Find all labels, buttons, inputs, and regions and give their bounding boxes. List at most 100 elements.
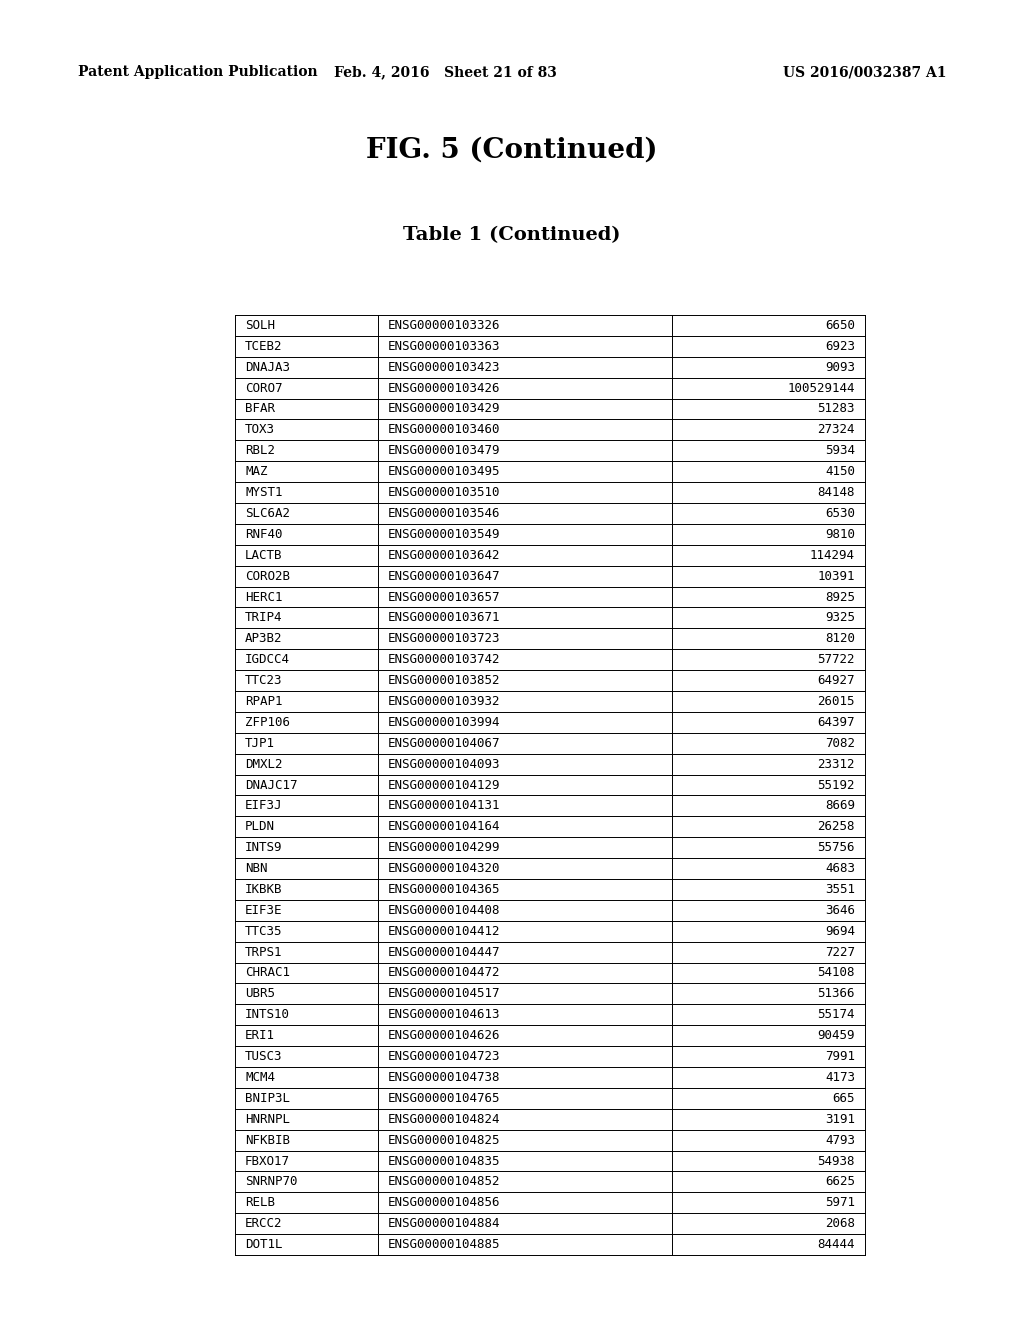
Text: RBL2: RBL2 [245, 445, 275, 457]
Text: TOX3: TOX3 [245, 424, 275, 437]
Text: DMXL2: DMXL2 [245, 758, 283, 771]
Text: ENSG00000104835: ENSG00000104835 [388, 1155, 501, 1167]
Text: ENSG00000104320: ENSG00000104320 [388, 862, 501, 875]
Text: ENSG00000104412: ENSG00000104412 [388, 925, 501, 937]
Text: ENSG00000103423: ENSG00000103423 [388, 360, 501, 374]
Text: 64397: 64397 [817, 715, 855, 729]
Text: ENSG00000104765: ENSG00000104765 [388, 1092, 501, 1105]
Text: 9694: 9694 [825, 925, 855, 937]
Text: ENSG00000104626: ENSG00000104626 [388, 1030, 501, 1043]
Text: 54938: 54938 [817, 1155, 855, 1167]
Text: ENSG00000104093: ENSG00000104093 [388, 758, 501, 771]
Text: 26015: 26015 [817, 694, 855, 708]
Text: ENSG00000104164: ENSG00000104164 [388, 820, 501, 833]
Text: 4683: 4683 [825, 862, 855, 875]
Text: SLC6A2: SLC6A2 [245, 507, 290, 520]
Text: Patent Application Publication: Patent Application Publication [78, 65, 317, 79]
Text: ENSG00000104447: ENSG00000104447 [388, 945, 501, 958]
Text: 3646: 3646 [825, 904, 855, 917]
Text: IGDCC4: IGDCC4 [245, 653, 290, 667]
Text: 9810: 9810 [825, 528, 855, 541]
Text: ENSG00000103495: ENSG00000103495 [388, 465, 501, 478]
Text: DNAJC17: DNAJC17 [245, 779, 298, 792]
Text: ENSG00000103510: ENSG00000103510 [388, 486, 501, 499]
Text: SNRNP70: SNRNP70 [245, 1175, 298, 1188]
Text: 4150: 4150 [825, 465, 855, 478]
Text: NBN: NBN [245, 862, 267, 875]
Text: ENSG00000104825: ENSG00000104825 [388, 1134, 501, 1147]
Text: 5934: 5934 [825, 445, 855, 457]
Text: 9325: 9325 [825, 611, 855, 624]
Text: 7227: 7227 [825, 945, 855, 958]
Text: ENSG00000103479: ENSG00000103479 [388, 445, 501, 457]
Text: FIG. 5 (Continued): FIG. 5 (Continued) [367, 136, 657, 164]
Text: 3191: 3191 [825, 1113, 855, 1126]
Text: TTC35: TTC35 [245, 925, 283, 937]
Text: ENSG00000104067: ENSG00000104067 [388, 737, 501, 750]
Text: 8669: 8669 [825, 800, 855, 812]
Text: 6923: 6923 [825, 339, 855, 352]
Text: IKBKB: IKBKB [245, 883, 283, 896]
Text: 57722: 57722 [817, 653, 855, 667]
Text: TRPS1: TRPS1 [245, 945, 283, 958]
Text: ENSG00000104129: ENSG00000104129 [388, 779, 501, 792]
Text: 10391: 10391 [817, 570, 855, 582]
Text: 100529144: 100529144 [787, 381, 855, 395]
Text: TUSC3: TUSC3 [245, 1049, 283, 1063]
Text: 2068: 2068 [825, 1217, 855, 1230]
Text: PLDN: PLDN [245, 820, 275, 833]
Text: ENSG00000104852: ENSG00000104852 [388, 1175, 501, 1188]
Text: US 2016/0032387 A1: US 2016/0032387 A1 [782, 65, 946, 79]
Text: ENSG00000104723: ENSG00000104723 [388, 1049, 501, 1063]
Text: ENSG00000103642: ENSG00000103642 [388, 549, 501, 562]
Text: 64927: 64927 [817, 675, 855, 686]
Text: MCM4: MCM4 [245, 1071, 275, 1084]
Text: ENSG00000103994: ENSG00000103994 [388, 715, 501, 729]
Text: ENSG00000104824: ENSG00000104824 [388, 1113, 501, 1126]
Text: 6625: 6625 [825, 1175, 855, 1188]
Text: 8120: 8120 [825, 632, 855, 645]
Text: HNRNPL: HNRNPL [245, 1113, 290, 1126]
Text: ENSG00000103671: ENSG00000103671 [388, 611, 501, 624]
Text: MAZ: MAZ [245, 465, 267, 478]
Text: ENSG00000103742: ENSG00000103742 [388, 653, 501, 667]
Text: ENSG00000103852: ENSG00000103852 [388, 675, 501, 686]
Text: 7082: 7082 [825, 737, 855, 750]
Text: 114294: 114294 [810, 549, 855, 562]
Text: AP3B2: AP3B2 [245, 632, 283, 645]
Text: 55192: 55192 [817, 779, 855, 792]
Text: RNF40: RNF40 [245, 528, 283, 541]
Text: 3551: 3551 [825, 883, 855, 896]
Text: INTS10: INTS10 [245, 1008, 290, 1022]
Text: MYST1: MYST1 [245, 486, 283, 499]
Text: RELB: RELB [245, 1196, 275, 1209]
Text: 5971: 5971 [825, 1196, 855, 1209]
Text: 6530: 6530 [825, 507, 855, 520]
Text: ENSG00000104517: ENSG00000104517 [388, 987, 501, 1001]
Text: BFAR: BFAR [245, 403, 275, 416]
Text: ENSG00000103723: ENSG00000103723 [388, 632, 501, 645]
Text: ENSG00000103326: ENSG00000103326 [388, 319, 501, 331]
Text: 90459: 90459 [817, 1030, 855, 1043]
Text: ENSG00000103460: ENSG00000103460 [388, 424, 501, 437]
Text: ENSG00000104856: ENSG00000104856 [388, 1196, 501, 1209]
Text: LACTB: LACTB [245, 549, 283, 562]
Text: RPAP1: RPAP1 [245, 694, 283, 708]
Text: ENSG00000103429: ENSG00000103429 [388, 403, 501, 416]
Text: 9093: 9093 [825, 360, 855, 374]
Text: NFKBIB: NFKBIB [245, 1134, 290, 1147]
Text: CORO7: CORO7 [245, 381, 283, 395]
Text: 51366: 51366 [817, 987, 855, 1001]
Text: 84148: 84148 [817, 486, 855, 499]
Text: ENSG00000104299: ENSG00000104299 [388, 841, 501, 854]
Text: 54108: 54108 [817, 966, 855, 979]
Text: ENSG00000104365: ENSG00000104365 [388, 883, 501, 896]
Text: ERI1: ERI1 [245, 1030, 275, 1043]
Text: ENSG00000104472: ENSG00000104472 [388, 966, 501, 979]
Text: TRIP4: TRIP4 [245, 611, 283, 624]
Text: DOT1L: DOT1L [245, 1238, 283, 1251]
Text: 55756: 55756 [817, 841, 855, 854]
Text: 84444: 84444 [817, 1238, 855, 1251]
Text: ENSG00000103546: ENSG00000103546 [388, 507, 501, 520]
Text: ENSG00000104408: ENSG00000104408 [388, 904, 501, 917]
